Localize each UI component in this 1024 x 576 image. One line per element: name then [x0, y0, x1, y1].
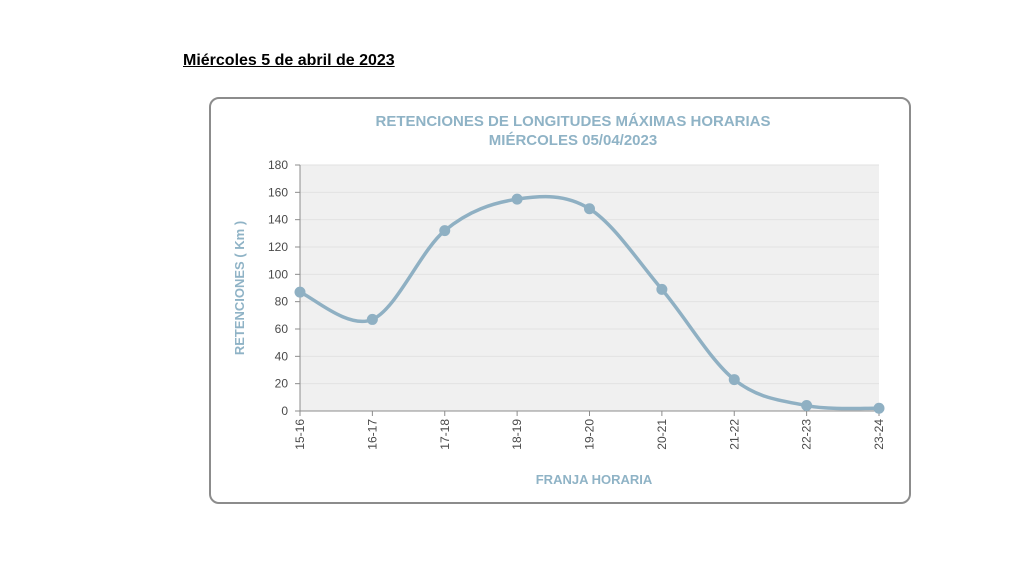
y-tick-label: 100: [268, 267, 288, 281]
y-tick-label: 60: [275, 322, 289, 336]
y-tick-label: 160: [268, 185, 288, 199]
x-tick-label: 15-16: [293, 419, 307, 450]
x-tick-label: 19-20: [583, 419, 597, 450]
data-point: [728, 374, 740, 386]
data-point: [873, 402, 885, 414]
y-axis-ticks: 0 20 40 60 80 100 120 140 160 180: [268, 158, 300, 418]
x-tick-label: 16-17: [365, 419, 379, 450]
x-tick-label: 21-22: [727, 419, 741, 450]
x-tick-label: 17-18: [438, 419, 452, 450]
x-tick-label: 23-24: [872, 419, 886, 450]
y-tick-label: 140: [268, 213, 288, 227]
x-axis-title: FRANJA HORARIA: [536, 472, 653, 487]
y-tick-label: 120: [268, 240, 288, 254]
x-tick-label: 22-23: [800, 419, 814, 450]
data-point: [439, 225, 451, 237]
y-tick-label: 0: [281, 404, 288, 418]
page-heading: Miércoles 5 de abril de 2023: [183, 52, 395, 69]
data-point: [801, 400, 813, 412]
chart-title: RETENCIONES DE LONGITUDES MÁXIMAS HORARI…: [375, 113, 770, 130]
data-point: [366, 313, 378, 325]
y-tick-label: 40: [275, 349, 289, 363]
series-retenciones: [294, 193, 885, 414]
plot-area: [300, 165, 879, 411]
y-tick-label: 180: [268, 158, 288, 172]
data-point: [656, 283, 668, 295]
chart-subtitle: MIÉRCOLES 05/04/2023: [489, 132, 657, 149]
data-point: [511, 193, 523, 205]
y-axis-title: RETENCIONES ( Km ): [232, 221, 247, 355]
x-tick-label: 20-21: [655, 419, 669, 450]
y-tick-label: 80: [275, 295, 289, 309]
x-tick-label: 18-19: [510, 419, 524, 450]
x-axis-ticks: 15-16 16-17 17-18 18-19 19-20 20-21 21-22 22-23…: [293, 411, 886, 450]
gridlines: [300, 164, 879, 385]
data-point: [584, 203, 595, 215]
data-point: [294, 286, 306, 298]
y-tick-label: 20: [275, 377, 289, 391]
